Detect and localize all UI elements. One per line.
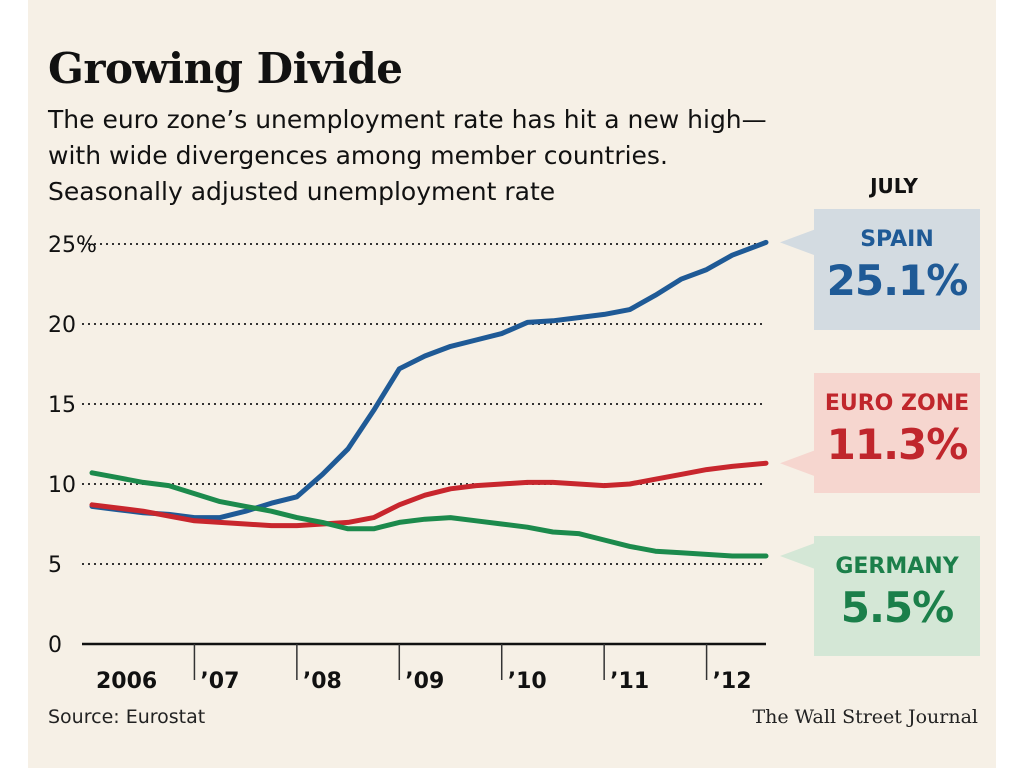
subtitle-line-3: Seasonally adjusted unemployment rate [48, 177, 556, 206]
y-tick-label-4: 20 [48, 313, 76, 338]
y-tick-label-2: 10 [48, 473, 76, 498]
series-line-germany [89, 470, 769, 559]
series-line-euro-zone [89, 460, 769, 529]
callout-euro-zone-label: EURO ZONE [824, 391, 970, 416]
subtitle-line-1: The euro zone’s unemployment rate has hi… [48, 105, 767, 134]
chart-subtitle: The euro zone’s unemployment rate has hi… [48, 102, 808, 210]
x-tick-label-5: ’11 [610, 669, 649, 694]
y-tick-label-3: 15 [48, 393, 76, 418]
callout-pointer-euro [780, 450, 815, 477]
callout-euro-zone-value: 11.3% [826, 420, 969, 469]
source-note: Source: Eurostat [48, 706, 206, 728]
x-tick-label-6: ’12 [713, 669, 752, 694]
callout-pointer-germany [780, 543, 815, 569]
x-tick-label-2: ’08 [303, 669, 342, 694]
callout-spain: SPAIN 25.1% [814, 209, 980, 330]
series-line-spain [89, 239, 769, 521]
y-tick-label-1: 5 [48, 553, 62, 578]
x-tick-label-4: ’10 [508, 669, 547, 694]
subtitle-line-2: with wide divergences among member count… [48, 141, 668, 170]
credit-note: The Wall Street Journal [752, 706, 978, 728]
callout-spain-label: SPAIN [860, 227, 934, 252]
chart-title: Growing Divide [48, 44, 403, 93]
callout-germany-value: 5.5% [840, 583, 954, 632]
y-tick-label-0: 0 [48, 633, 62, 658]
callout-spain-value: 25.1% [826, 256, 969, 305]
x-tick-label-3: ’09 [405, 669, 444, 694]
callout-pointer-spain [780, 229, 815, 256]
x-tick-label-1: ’07 [200, 669, 239, 694]
callout-germany-label: GERMANY [835, 554, 959, 579]
callout-euro-zone: EURO ZONE 11.3% [814, 373, 980, 493]
y-tick-label-5: 25% [48, 233, 97, 258]
callout-heading: JULY [870, 174, 918, 198]
callout-germany: GERMANY 5.5% [814, 536, 980, 656]
x-tick-label-0: 2006 [96, 669, 157, 694]
